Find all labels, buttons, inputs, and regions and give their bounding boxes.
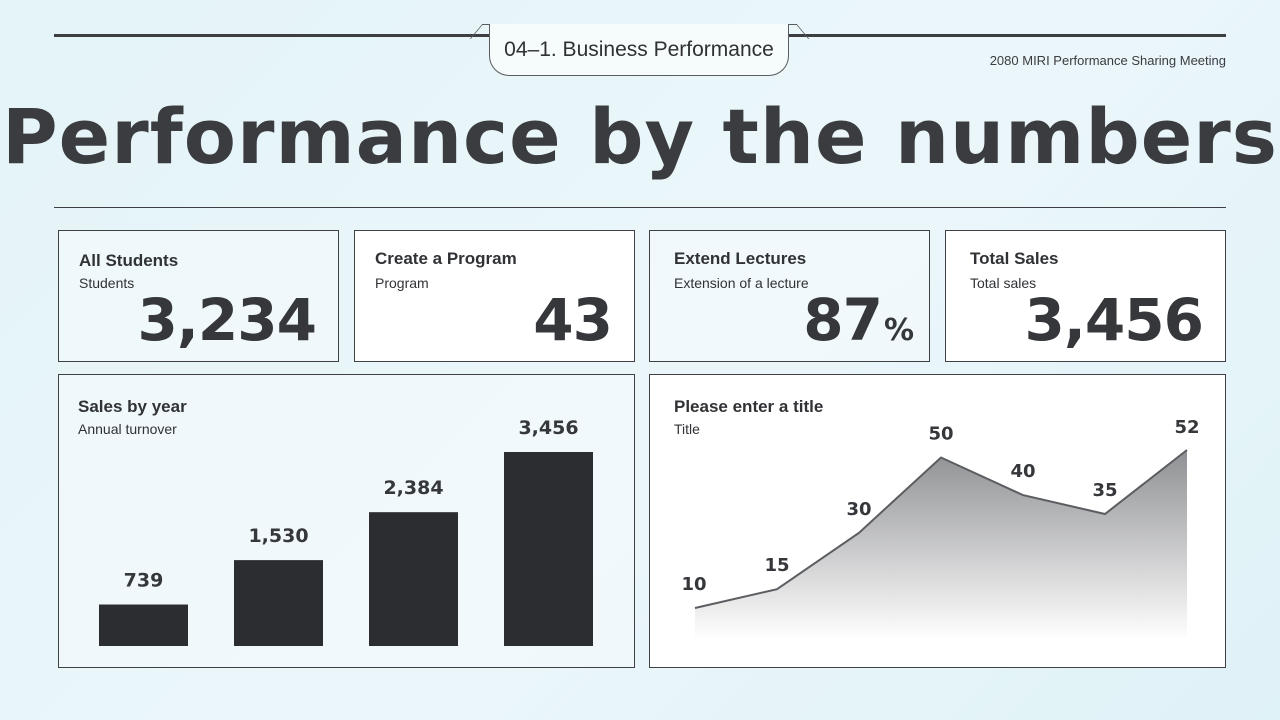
- stat-subtitle: Students: [79, 275, 135, 291]
- page-title: Performance by the numbers: [1, 92, 1279, 181]
- area-chart-card: Please enter a title Title 10 15 30 50 40 35 5…: [649, 374, 1226, 668]
- stat-unit: %: [883, 313, 914, 348]
- point-value-label: 50: [928, 424, 953, 445]
- stat-card-students: All Students Students 3,234: [58, 230, 339, 362]
- stat-title: Extend Lectures: [674, 249, 807, 268]
- stat-number: 43: [533, 286, 613, 354]
- area-chart-title: Please enter a title: [674, 397, 824, 416]
- stat-subtitle: Extension of a lecture: [674, 275, 809, 291]
- bar-chart-card: Sales by year Annual turnover 739 1,530 2,…: [58, 374, 635, 668]
- stat-number: 3,234: [137, 286, 317, 354]
- section-tab-label: 04–1. Business Performance: [504, 37, 774, 61]
- bar: [369, 512, 458, 646]
- bar-value-label: 1,530: [248, 525, 308, 547]
- point-value-label: 15: [764, 555, 789, 576]
- bar-value-label: 3,456: [518, 417, 578, 439]
- header-line-left: [54, 34, 490, 37]
- area-chart-subtitle: Title: [674, 421, 700, 437]
- stat-number: 3,456: [1024, 286, 1204, 354]
- point-value-label: 10: [681, 574, 706, 595]
- area-chart: 10 15 30 50 40 35 52: [681, 417, 1200, 640]
- bar-value-label: 2,384: [383, 477, 443, 499]
- point-value-label: 35: [1092, 480, 1117, 501]
- stat-card-program: Create a Program Program 43: [354, 230, 635, 362]
- section-tab: 04–1. Business Performance: [489, 24, 789, 76]
- stat-value: 3,234: [138, 291, 318, 349]
- stat-subtitle: Total sales: [970, 275, 1037, 291]
- bar-chart: 739 1,530 2,384 3,456: [99, 417, 593, 646]
- stat-value: 43: [533, 291, 614, 349]
- bar-chart-title: Sales by year: [78, 397, 187, 416]
- stat-title: Total Sales: [970, 249, 1059, 268]
- stat-card-lectures: Extend Lectures Extension of a lecture 8…: [649, 230, 930, 362]
- stat-title: All Students: [79, 251, 179, 270]
- stat-subtitle: Program: [375, 275, 429, 291]
- meeting-label: 2080 MIRI Performance Sharing Meeting: [989, 53, 1226, 68]
- bar-value-label: 739: [124, 570, 164, 592]
- title-divider: [54, 207, 1226, 208]
- header-line-right: [789, 34, 1226, 37]
- bar: [234, 560, 323, 646]
- bar: [504, 452, 593, 646]
- stat-number: 87: [803, 286, 883, 354]
- area-fill: [695, 450, 1187, 640]
- point-value-label: 52: [1174, 417, 1199, 438]
- stat-title: Create a Program: [375, 249, 517, 268]
- bar-chart-subtitle: Annual turnover: [78, 421, 177, 437]
- point-value-label: 30: [846, 499, 871, 520]
- area-line: [694, 449, 1188, 609]
- stat-value: 87%: [803, 291, 914, 349]
- bar: [99, 604, 188, 646]
- stat-value: 3,456: [1025, 291, 1205, 349]
- point-value-label: 40: [1010, 461, 1035, 482]
- stat-card-sales: Total Sales Total sales 3,456: [945, 230, 1226, 362]
